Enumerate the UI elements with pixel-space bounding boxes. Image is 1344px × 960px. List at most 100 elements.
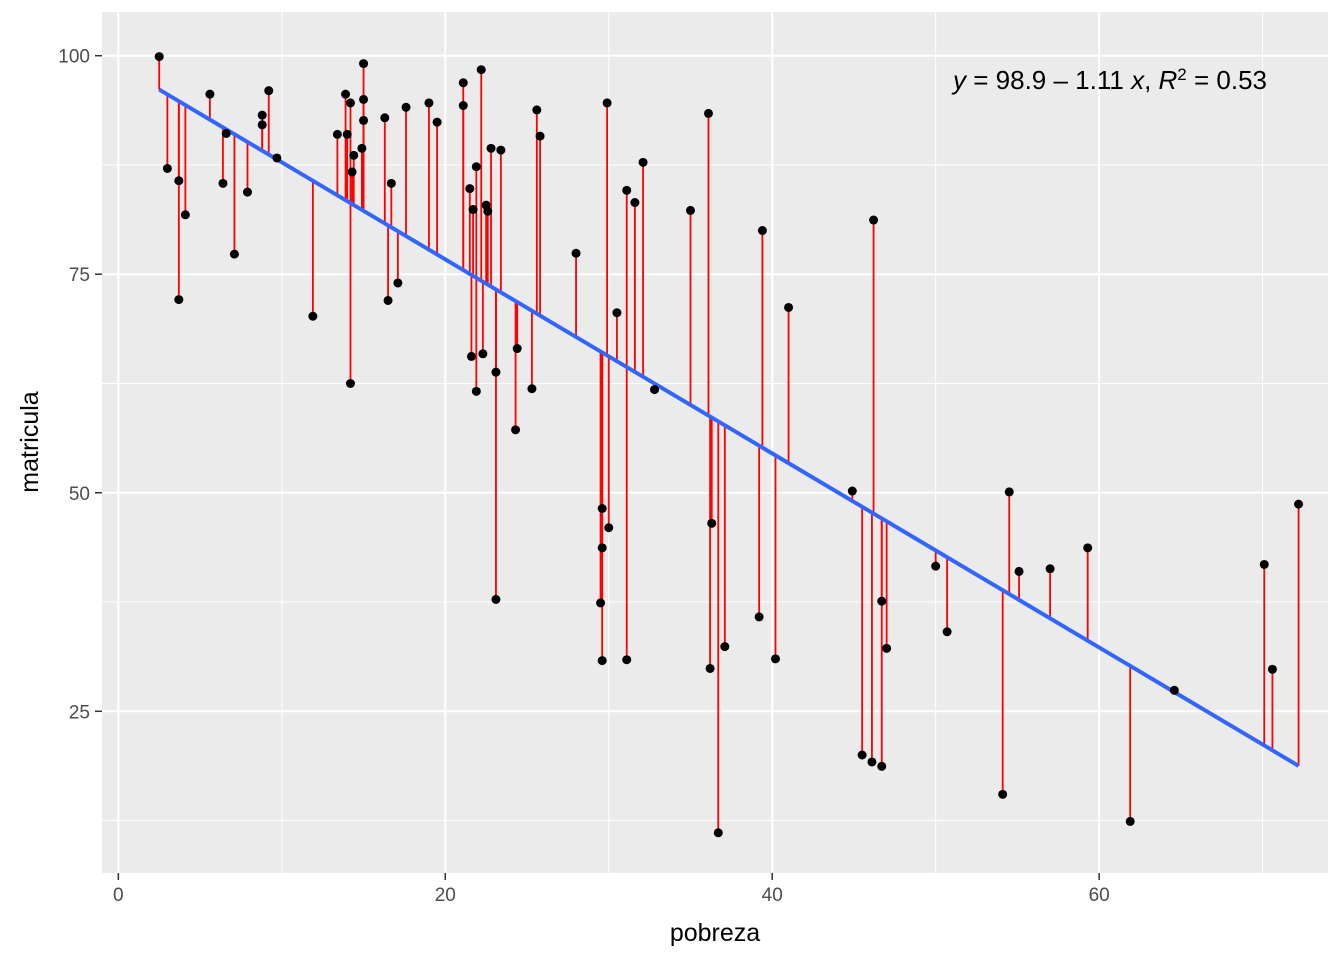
data-point	[491, 594, 501, 604]
data-point	[857, 750, 867, 760]
data-point	[242, 187, 252, 197]
data-point	[720, 642, 730, 652]
data-point	[622, 185, 632, 195]
data-point	[432, 117, 442, 127]
data-point	[757, 226, 767, 236]
eq-body: = 98.9 – 1.11	[966, 65, 1131, 95]
data-point	[383, 295, 393, 305]
data-point	[466, 351, 476, 361]
data-point	[597, 656, 607, 666]
data-point	[1169, 685, 1179, 695]
eq-r-var: R	[1159, 65, 1178, 95]
data-point	[527, 384, 537, 394]
data-point	[770, 654, 780, 664]
data-point	[707, 518, 717, 528]
regression-equation: y = 98.9 – 1.11 x, R2 = 0.53	[951, 65, 1267, 96]
data-point	[483, 206, 493, 216]
data-point	[465, 184, 475, 194]
data-point	[638, 157, 648, 167]
plot-panel	[102, 12, 1328, 873]
eq-x-var: x	[1129, 65, 1145, 95]
data-point	[604, 523, 614, 533]
x-tick-label: 0	[113, 885, 124, 906]
data-point	[458, 101, 468, 111]
data-point	[342, 129, 352, 139]
data-point	[532, 105, 542, 115]
y-tick-label: 75	[69, 265, 90, 286]
data-point	[1267, 664, 1277, 674]
data-point	[221, 129, 231, 139]
data-point	[630, 198, 640, 208]
data-point	[713, 828, 723, 838]
data-point	[341, 89, 351, 99]
data-point	[571, 248, 581, 258]
data-point	[511, 425, 521, 435]
x-tick-label: 60	[1089, 885, 1110, 906]
data-point	[401, 102, 411, 112]
data-point	[468, 205, 478, 215]
data-point	[380, 113, 390, 123]
data-point	[174, 176, 184, 186]
data-point	[345, 98, 355, 108]
data-point	[612, 308, 622, 318]
data-point	[1045, 564, 1055, 574]
data-point	[882, 643, 892, 653]
data-point	[622, 655, 632, 665]
data-point	[784, 302, 794, 312]
data-point	[218, 178, 228, 188]
data-point	[869, 215, 879, 225]
data-point	[685, 205, 695, 215]
data-point	[1083, 543, 1093, 553]
data-point	[998, 789, 1008, 799]
data-point	[877, 596, 887, 606]
data-point	[877, 761, 887, 771]
data-point	[847, 486, 857, 496]
data-points	[154, 52, 1304, 838]
regression-line	[158, 87, 1300, 768]
data-point	[424, 98, 434, 108]
data-point	[357, 143, 367, 153]
data-point	[1004, 487, 1014, 497]
data-point	[471, 386, 481, 396]
data-point	[496, 145, 506, 155]
x-tick-label: 40	[762, 885, 783, 906]
data-point	[486, 143, 496, 153]
data-point	[754, 612, 764, 622]
residual-lines	[158, 56, 1300, 833]
data-point	[1294, 499, 1304, 509]
data-point	[359, 115, 369, 125]
data-point	[478, 349, 488, 359]
data-point	[703, 108, 713, 118]
data-point	[931, 561, 941, 571]
data-point	[386, 178, 396, 188]
data-point	[597, 503, 607, 513]
data-point	[393, 278, 403, 288]
data-point	[174, 295, 184, 305]
eq-y-var: y	[951, 65, 968, 95]
data-point	[257, 120, 267, 130]
data-point	[942, 627, 952, 637]
data-point	[602, 98, 612, 108]
data-point	[1259, 559, 1269, 569]
data-point	[205, 89, 215, 99]
eq-sep: ,	[1144, 65, 1158, 95]
data-point	[867, 757, 877, 767]
data-point	[1014, 566, 1024, 576]
data-point	[332, 129, 342, 139]
y-axis-title: matricula	[16, 391, 44, 493]
data-point	[347, 167, 357, 177]
x-axis-title: pobreza	[670, 919, 760, 947]
data-point	[272, 153, 282, 163]
data-point	[359, 59, 369, 69]
eq-r-sup: 2	[1177, 65, 1186, 84]
data-point	[491, 367, 501, 377]
data-point	[359, 94, 369, 104]
data-point	[458, 78, 468, 88]
data-point	[229, 249, 239, 259]
data-point	[257, 110, 267, 120]
data-point	[1125, 816, 1135, 826]
data-point	[162, 163, 172, 173]
data-point	[345, 378, 355, 388]
data-point	[349, 150, 359, 160]
data-point	[308, 311, 318, 321]
